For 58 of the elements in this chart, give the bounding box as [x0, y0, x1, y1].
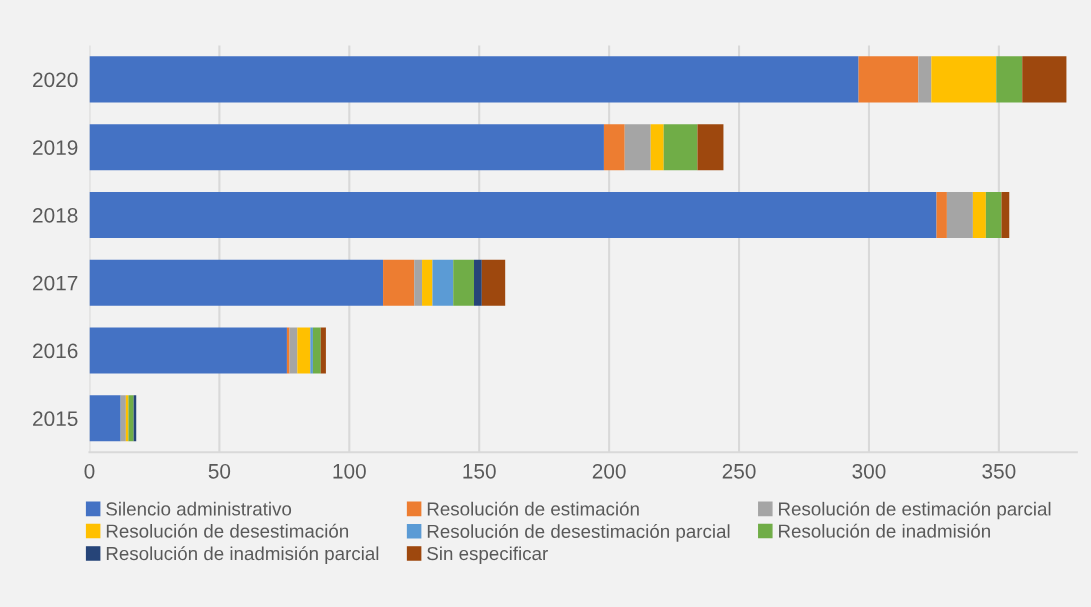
bar	[858, 56, 919, 103]
bar	[946, 191, 973, 239]
bar	[972, 191, 986, 239]
bar	[697, 124, 724, 171]
legend-label: Resolución de inadmisión parcial	[106, 546, 379, 564]
bar	[312, 327, 321, 374]
bar	[89, 124, 604, 171]
x-tick-label: 200	[592, 463, 626, 479]
bar	[624, 124, 651, 171]
x-tick-label: 100	[333, 463, 366, 479]
bar	[996, 56, 1023, 103]
bar	[89, 327, 287, 374]
bar	[89, 395, 121, 442]
bar	[474, 259, 482, 306]
bar	[432, 259, 454, 306]
bar	[918, 56, 932, 103]
x-tick-label: 350	[982, 463, 1016, 479]
y-tick-label: 2020	[33, 72, 78, 88]
bar	[89, 56, 859, 103]
bar	[128, 395, 134, 442]
x-tick-label: 150	[463, 463, 496, 479]
bar	[414, 259, 423, 306]
bar	[650, 124, 664, 171]
y-tick-label: 2016	[33, 343, 78, 359]
x-tick-label: 0	[84, 463, 95, 479]
bar	[931, 56, 997, 103]
legend-label: Resolución de estimación	[427, 501, 639, 516]
bar	[89, 191, 937, 239]
bar	[481, 259, 506, 306]
bar	[310, 327, 313, 374]
bar	[936, 191, 947, 239]
x-tick-label: 250	[722, 463, 756, 479]
bar	[422, 259, 433, 306]
y-tick-label: 2015	[33, 411, 78, 427]
legend-label: Resolución de desestimación parcial	[427, 524, 730, 542]
bar	[286, 327, 290, 374]
y-tick-label: 2017	[33, 275, 78, 291]
bar	[985, 191, 1002, 239]
bar	[383, 259, 415, 306]
x-tick-label: 300	[852, 463, 886, 479]
legend-label: Resolución de inadmisión	[779, 523, 990, 538]
bar	[89, 259, 384, 306]
bar	[297, 327, 311, 374]
legend-label: Silencio administrativo	[106, 501, 292, 516]
bar	[120, 395, 126, 442]
legend-label: Resolución de estimación parcial	[779, 501, 1051, 520]
bar	[1022, 56, 1067, 103]
x-tick-label: 50	[208, 463, 231, 479]
bar	[603, 124, 625, 171]
bar	[289, 327, 298, 374]
legend-label: Sin especificar	[427, 546, 548, 564]
bar	[663, 124, 698, 171]
legend-label: Resolución de desestimación	[106, 523, 349, 538]
y-tick-label: 2018	[33, 207, 78, 223]
bar	[1001, 191, 1010, 239]
bar	[453, 259, 475, 306]
bar	[320, 327, 326, 374]
y-tick-label: 2019	[33, 140, 78, 155]
